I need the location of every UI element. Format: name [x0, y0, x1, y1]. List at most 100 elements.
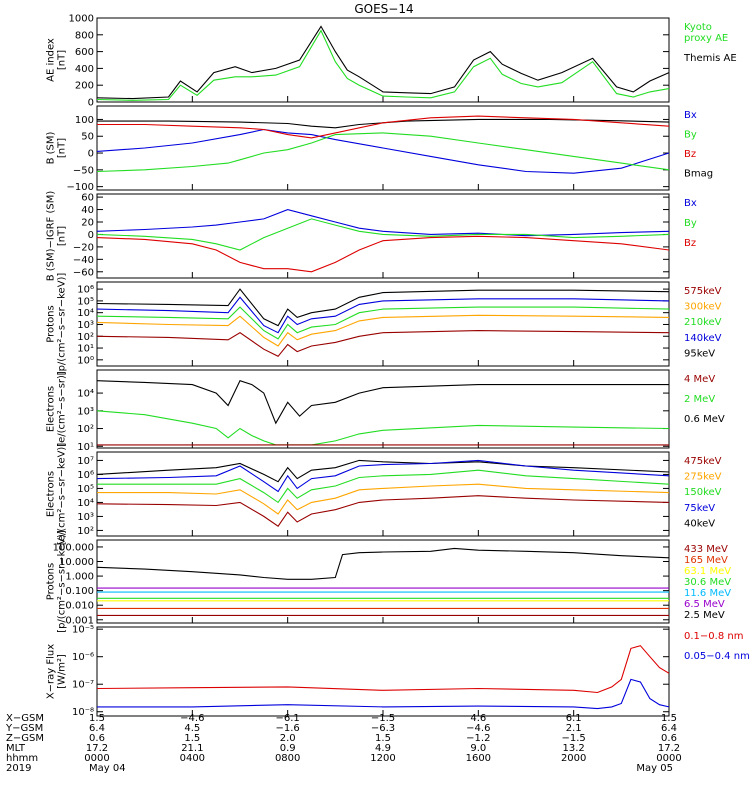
y-tick-label: 10⁷ [77, 456, 94, 467]
ephemeris-value: 1.5 [661, 713, 677, 724]
y-tick-label: 1.000 [65, 572, 94, 583]
ephemeris-value: 1.5 [375, 733, 391, 744]
y-tick-label: 10² [77, 526, 94, 537]
ephemeris-value: 1600 [466, 753, 491, 764]
y-tick-label: 800 [75, 30, 94, 41]
y-axis-label: B (SM)−IGRF (SM) [nT] [46, 191, 68, 282]
y-tick-label: 10⁵ [77, 296, 94, 307]
y-axis-label-line: Electrons [46, 471, 57, 517]
legend-entry: 63.1 MeV [684, 566, 731, 577]
legend-entry: 275keV [684, 472, 722, 483]
y-tick-label: 0 [88, 98, 94, 109]
legend-entry: 0.05−0.4 nm [684, 651, 750, 662]
legend-entry: Bmag [684, 169, 713, 180]
y-axis-label-line: [p/(cm²−s−sr−keV)] [57, 273, 68, 376]
legend-entry: By [684, 218, 697, 229]
series-line-bz [96, 235, 670, 273]
y-tick-label: 20 [81, 218, 94, 229]
ephemeris-row-label: MLT [6, 743, 26, 754]
y-tick-label: 60 [81, 193, 94, 204]
ephemeris-value: 2.1 [566, 723, 582, 734]
y-axis-label-line: [nT] [57, 226, 68, 246]
series-line-575kev [96, 330, 670, 357]
y-axis-label-line: X−ray Flux [46, 644, 57, 699]
y-tick-label: 0 [88, 149, 94, 160]
legend-entry: 475keV [684, 456, 722, 467]
panel-frame [96, 17, 670, 103]
ephemeris-value: 0.9 [280, 743, 296, 754]
series-line-by [96, 132, 670, 173]
y-axis-label-line: B (SM)−IGRF (SM) [46, 191, 57, 282]
ephemeris-value: −1.2 [466, 733, 490, 744]
y-tick-label: 0 [88, 230, 94, 241]
ephemeris-value: 6.1 [566, 713, 582, 724]
y-tick-label: 10.000 [59, 557, 94, 568]
ephemeris-value: 0.6 [661, 733, 677, 744]
series-line-150kev [97, 469, 670, 504]
series-line-0-6-mev [96, 380, 669, 425]
series-line-2-5-mev [96, 547, 670, 580]
y-tick-label: 1000 [69, 14, 94, 25]
y-tick-label: 10⁰ [77, 355, 94, 366]
y-axis-label: Electrons [e/(cm²−s−sr−keV)] [46, 443, 68, 546]
y-axis-label-line: Electrons [46, 386, 57, 432]
series-line-bmag [97, 118, 670, 129]
panel-ae: 0 200 400 600 800 1000 AE index [nT] Kyotoproxy … [46, 14, 737, 109]
y-tick-label: 400 [75, 64, 94, 75]
legend-entry: 4 MeV [684, 374, 715, 385]
y-axis-label-line: [nT] [57, 138, 68, 158]
series-line-bz [97, 115, 670, 139]
y-tick-label: −100 [67, 182, 94, 193]
ephemeris-value: 6.4 [89, 723, 105, 734]
ephemeris-row-label: 2019 [6, 763, 31, 774]
legend-entry: 433 MeV [684, 544, 728, 555]
legend-entry: 0.1−0.8 nm [684, 631, 743, 642]
ephemeris-value: 17.2 [86, 743, 108, 754]
y-axis-label-line: [p/(cm²−s−sr−keV)] [57, 530, 68, 633]
ephemeris-value: 0000 [84, 753, 109, 764]
y-tick-label: 10² [77, 424, 94, 435]
y-tick-label: 600 [75, 47, 94, 58]
ephemeris-value: 2000 [561, 753, 586, 764]
y-tick-label: 10⁵ [77, 484, 94, 495]
series-line-2-mev [96, 410, 670, 446]
y-axis-label-line: Protons [46, 563, 57, 600]
legend-entry: Themis AE [683, 53, 737, 64]
y-axis-label-line: Protons [46, 305, 57, 342]
ephemeris-value: 4.9 [375, 743, 391, 754]
legend-entry: Kyoto [684, 22, 712, 33]
ephemeris-value: 1.5 [89, 713, 105, 724]
y-tick-label: 10⁴ [77, 389, 94, 400]
panel-electrons1: 10¹ 10² 10³ 10⁴ Electrons [e/(cm²−s−sr)] 4 MeV… [46, 369, 725, 453]
legend-entry: Bx [684, 198, 697, 209]
legend-entry: 210keV [684, 317, 722, 328]
y-tick-label: 100.000 [53, 542, 94, 553]
y-axis-label: Electrons [e/(cm²−s−sr)] [46, 371, 68, 447]
ephemeris-value: 21.1 [181, 743, 203, 754]
y-tick-label: 10⁻⁵ [72, 625, 94, 636]
y-tick-label: 10³ [77, 406, 94, 417]
legend-entry: Bz [684, 149, 696, 160]
y-axis-label: Protons [p/(cm²−s−sr−keV)] [46, 273, 68, 376]
y-tick-label: 0.010 [65, 601, 94, 612]
y-tick-label: 100 [75, 115, 94, 126]
ephemeris-value: 0.6 [89, 733, 105, 744]
series-line-kyoto-proxy-ae [96, 29, 670, 101]
series-line-95kev [96, 288, 670, 327]
ephemeris-value: May 04 [89, 763, 126, 774]
legend-entry: 0.6 MeV [684, 414, 725, 425]
series-line-140kev [96, 296, 670, 334]
legend-entry: 140keV [684, 333, 722, 344]
ephemeris-value: 13.2 [563, 743, 585, 754]
series-line-bx [96, 209, 670, 237]
y-tick-label: 10³ [77, 512, 94, 523]
ephemeris-value: 0800 [275, 753, 300, 764]
ephemeris-value: 2.0 [280, 733, 296, 744]
ephemeris-value: 4.5 [184, 723, 200, 734]
ephemeris-row-label: X−GSM [6, 713, 44, 724]
y-axis-label-line: AE index [46, 38, 57, 82]
legend-entry: 30.6 MeV [684, 577, 731, 588]
